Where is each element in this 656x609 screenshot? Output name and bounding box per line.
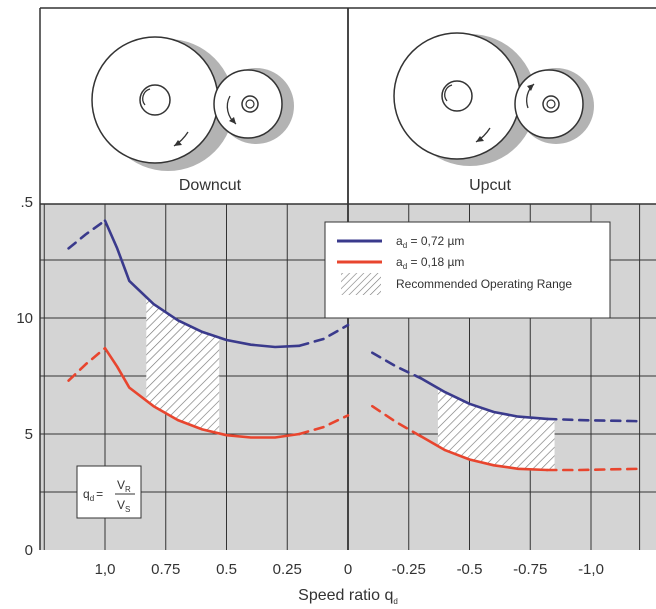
recommended-range-0 xyxy=(146,297,220,434)
x-tick-label: -0.25 xyxy=(392,561,426,578)
legend-label-2: Recommended Operating Range xyxy=(396,277,572,291)
recommended-range-1 xyxy=(437,388,555,470)
x-tick-label: -0.75 xyxy=(513,561,547,578)
y-tick-label: 10 xyxy=(16,310,33,327)
downcut-illustration xyxy=(91,36,294,171)
formula-numerator: VR xyxy=(117,478,131,494)
series-1-segment-3 xyxy=(371,404,423,438)
series-0-segment-2 xyxy=(298,323,350,348)
panel-label-upcut: Upcut xyxy=(469,177,511,194)
y-tick-label: 0 xyxy=(25,542,33,559)
x-tick-label: -0.5 xyxy=(457,561,483,578)
series-1-segment-2 xyxy=(298,414,350,436)
y-tick-labels: 0 5 10 .5 xyxy=(16,194,33,559)
legend-label-0: ad = 0,72 µm xyxy=(396,234,464,250)
formula-box: qd = VR VS xyxy=(76,465,142,519)
recommended-ranges xyxy=(146,297,555,470)
series-1-segment-1 xyxy=(103,346,301,439)
y-tick-label: 5 xyxy=(25,426,33,443)
formula-lhs: qd = xyxy=(83,487,103,503)
series-1-segment-4 xyxy=(419,435,549,472)
x-tick-label: 1,0 xyxy=(95,561,116,578)
series-0-segment-3 xyxy=(371,351,423,380)
series-lines xyxy=(67,219,641,472)
upcut-illustration xyxy=(393,32,594,166)
legend-label-1: ad = 0,18 µm xyxy=(396,255,464,271)
x-tick-label: 0.25 xyxy=(273,561,302,578)
formula-frame xyxy=(76,465,142,519)
series-1-segment-0 xyxy=(67,346,107,382)
x-tick-label: 0.5 xyxy=(216,561,237,578)
series-0-segment-0 xyxy=(67,219,107,250)
x-tick-label: 0 xyxy=(344,561,352,578)
x-axis-label: Speed ratio qd xyxy=(298,587,398,606)
panel-label-downcut: Downcut xyxy=(179,177,242,194)
series-0-segment-4 xyxy=(419,377,549,421)
legend-box xyxy=(324,221,611,319)
series-1-segment-5 xyxy=(546,467,641,472)
legend: ad = 0,72 µm ad = 0,18 µm Recommended Op… xyxy=(324,221,611,319)
formula-denominator: VS xyxy=(117,498,130,514)
y-tick-label: .5 xyxy=(20,194,33,211)
x-tick-label: -1,0 xyxy=(578,561,604,578)
legend-swatch-hatch xyxy=(341,273,381,295)
x-tick-labels: 1,0 0.75 0.5 0.25 0 -0.25 -0.5 -0.75 -1,0 xyxy=(95,561,604,578)
series-0-segment-5 xyxy=(546,417,641,423)
series-0-segment-1 xyxy=(103,219,301,349)
x-tick-label: 0.75 xyxy=(151,561,180,578)
